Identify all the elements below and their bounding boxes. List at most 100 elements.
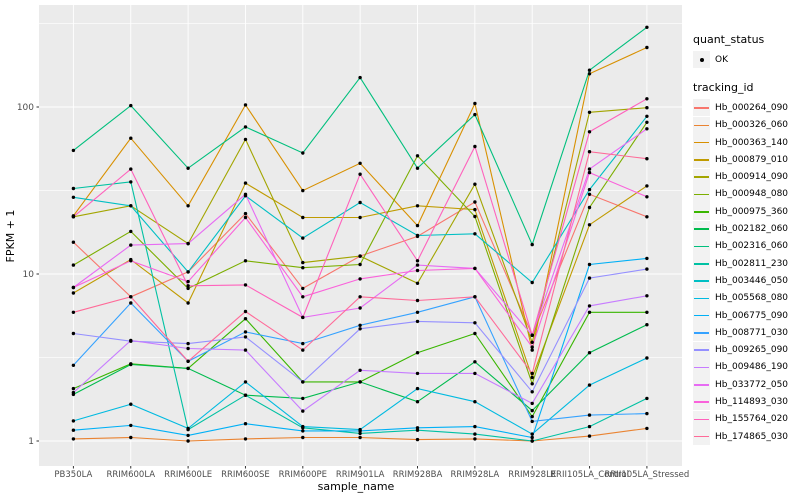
legend-item-Hb_009265_090: Hb_009265_090: [693, 341, 798, 359]
point-Hb_005568_080: [530, 432, 534, 436]
legend-item-ok: OK: [693, 51, 798, 69]
point-Hb_002316_060: [186, 166, 190, 170]
point-Hb_000363_140: [301, 188, 305, 193]
point-Hb_009486_190: [243, 348, 248, 352]
point-Hb_005568_080: [587, 383, 592, 387]
point-Hb_002316_060: [473, 112, 477, 117]
point-Hb_006775_090: [415, 426, 420, 430]
legend-label: Hb_033772_050: [715, 379, 789, 390]
point-Hb_000879_010: [71, 291, 76, 295]
point-Hb_002811_230: [473, 432, 477, 436]
point-Hb_002811_230: [358, 431, 362, 436]
point-Hb_000948_080: [645, 120, 649, 125]
point-Hb_002182_060: [129, 362, 133, 367]
line-swatch-icon: [693, 151, 710, 169]
point-Hb_009486_190: [587, 304, 592, 308]
point-Hb_002316_060: [645, 25, 649, 29]
point-Hb_000264_090: [645, 215, 649, 219]
point-Hb_155764_020: [186, 284, 190, 288]
point-Hb_000914_090: [587, 110, 592, 115]
point-Hb_008771_030: [530, 419, 534, 424]
line-swatch-icon: [693, 410, 710, 428]
point-Hb_000264_090: [587, 192, 592, 196]
point-Hb_002316_060: [530, 242, 534, 247]
point-Hb_002316_060: [243, 125, 248, 129]
legend-label-ok: OK: [715, 54, 728, 65]
point-Hb_009486_190: [415, 371, 420, 376]
legend-label: Hb_000363_140: [715, 137, 789, 148]
point-Hb_000975_360: [530, 414, 534, 419]
line-swatch-icon: [693, 255, 710, 273]
point-Hb_000326_060: [645, 426, 649, 431]
point-Hb_114893_030: [530, 345, 534, 349]
point-Hb_002182_060: [530, 408, 534, 413]
point-Hb_000914_090: [358, 254, 362, 258]
point-Hb_000264_090: [71, 240, 76, 244]
point-Hb_000264_090: [473, 200, 477, 204]
point-Hb_003446_050: [301, 236, 305, 240]
point-Hb_006775_090: [186, 433, 190, 438]
legend-label: Hb_009265_090: [715, 345, 789, 356]
point-Hb_003446_050: [530, 280, 534, 285]
point-Hb_174865_030: [587, 150, 592, 154]
point-Hb_009486_190: [186, 346, 190, 351]
point-Hb_155764_020: [301, 315, 305, 320]
line-swatch-icon: [693, 134, 710, 152]
point-Hb_006775_090: [71, 428, 76, 432]
gridlines: [39, 5, 682, 466]
point-Hb_000914_090: [243, 137, 248, 142]
point-Hb_000326_060: [243, 437, 248, 441]
point-Hb_009265_090: [71, 331, 76, 336]
axis-ticks: [36, 106, 648, 469]
point-Hb_114893_030: [358, 277, 362, 281]
point-Hb_005568_080: [473, 400, 477, 404]
line-swatch-icon: [693, 237, 710, 255]
point-Hb_000914_090: [530, 340, 534, 344]
line-swatch-icon: [693, 428, 710, 446]
legend-item-Hb_033772_050: Hb_033772_050: [693, 376, 798, 394]
point-Hb_005568_080: [645, 356, 649, 360]
point-Hb_003446_050: [415, 233, 420, 238]
point-Hb_000363_140: [186, 204, 190, 208]
legend-item-Hb_005568_080: Hb_005568_080: [693, 289, 798, 307]
legend-item-Hb_003446_050: Hb_003446_050: [693, 272, 798, 290]
x-tick-label: RRIM901LA: [336, 470, 385, 480]
point-Hb_000914_090: [415, 281, 420, 285]
point-Hb_033772_050: [645, 127, 649, 131]
point-Hb_003446_050: [71, 195, 76, 199]
point-Hb_009486_190: [645, 294, 649, 298]
point-Hb_000948_080: [415, 154, 420, 158]
point-Hb_002182_060: [358, 380, 362, 384]
point-Hb_000326_060: [71, 437, 76, 441]
point-Hb_000363_140: [645, 45, 649, 50]
point-Hb_000264_090: [243, 211, 248, 216]
point-Hb_003446_050: [587, 187, 592, 192]
line-swatch-icon: [693, 220, 710, 238]
line-swatch-icon: [693, 99, 710, 117]
point-Hb_000948_080: [587, 205, 592, 210]
point-Hb_006775_090: [587, 262, 592, 267]
line-swatch-icon: [693, 168, 710, 186]
point-Hb_174865_030: [473, 295, 477, 299]
x-tick-label: RRIM600LE: [164, 470, 212, 480]
point-Hb_000879_010: [587, 223, 592, 227]
point-Hb_006775_090: [301, 429, 305, 433]
point-Hb_003446_050: [129, 204, 133, 208]
point-Hb_002811_230: [587, 424, 592, 429]
point-Hb_006775_090: [645, 256, 649, 261]
point-Hb_000948_080: [301, 266, 305, 270]
point-Hb_155764_020: [71, 215, 76, 219]
point-Hb_114893_030: [473, 266, 477, 271]
x-tick-label: RRIM600SE: [221, 470, 270, 480]
point-Hb_005568_080: [415, 386, 420, 391]
point-Hb_009265_090: [358, 327, 362, 331]
point-Hb_000363_140: [473, 101, 477, 106]
y-tick-label: 1: [28, 437, 34, 447]
legend-label: Hb_000948_080: [715, 189, 789, 200]
line-swatch-icon: [693, 116, 710, 134]
legend-item-Hb_008771_030: Hb_008771_030: [693, 324, 798, 342]
legend-label: Hb_002316_060: [715, 241, 789, 252]
point-Hb_155764_020: [530, 333, 534, 337]
point-Hb_114893_030: [415, 268, 420, 273]
point-Hb_000326_060: [186, 439, 190, 443]
